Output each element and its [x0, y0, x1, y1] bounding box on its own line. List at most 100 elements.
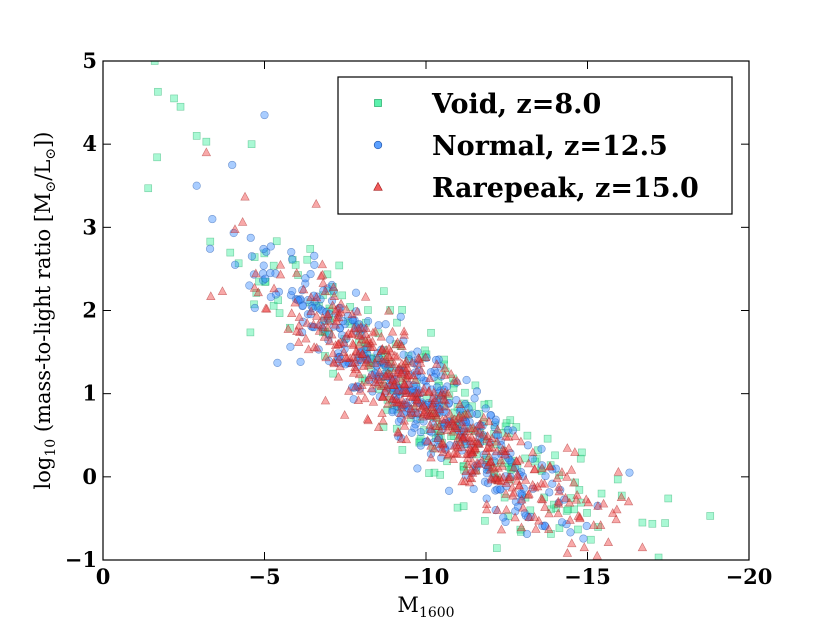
data-point — [583, 497, 594, 507]
data-point — [419, 383, 429, 393]
data-point — [438, 438, 448, 447]
data-point — [466, 464, 476, 474]
data-point — [351, 288, 361, 297]
y-tick-label: 0 — [82, 464, 97, 489]
data-point — [376, 331, 387, 341]
data-point — [427, 328, 435, 337]
data-point — [496, 524, 507, 534]
data-point — [362, 413, 373, 423]
data-point — [153, 153, 161, 162]
data-point — [327, 296, 337, 305]
data-point — [356, 322, 366, 331]
data-point — [554, 486, 564, 496]
data-point — [192, 181, 201, 190]
data-point — [504, 512, 513, 520]
data-point — [399, 326, 409, 336]
data-point — [287, 247, 296, 257]
data-point — [230, 260, 240, 269]
data-point — [288, 287, 297, 296]
x-tick-label: −15 — [564, 564, 611, 589]
data-point — [308, 303, 317, 313]
data-point — [467, 409, 476, 418]
data-point — [394, 417, 403, 426]
y-tick-label: 2 — [82, 298, 97, 323]
x-tick-label: −5 — [248, 564, 280, 589]
data-point — [208, 214, 217, 224]
data-point — [363, 334, 374, 343]
data-point — [425, 469, 433, 477]
data-point — [461, 388, 469, 397]
data-point — [564, 497, 575, 507]
data-point — [410, 375, 420, 384]
data-point — [407, 357, 417, 367]
data-point — [424, 385, 434, 395]
data-point — [541, 471, 550, 481]
data-point — [311, 292, 322, 302]
data-point — [302, 318, 312, 327]
data-point — [438, 394, 449, 404]
data-point — [327, 300, 338, 310]
data-point — [192, 132, 201, 140]
data-point — [509, 462, 519, 472]
data-point — [206, 237, 215, 246]
data-point — [587, 535, 595, 544]
data-point — [404, 409, 414, 419]
data-point — [654, 553, 663, 560]
data-point — [240, 191, 250, 201]
data-point — [551, 451, 559, 460]
data-point — [537, 444, 546, 454]
data-point — [484, 399, 493, 408]
data-point — [661, 519, 669, 527]
data-point — [370, 326, 380, 336]
data-point — [407, 428, 416, 437]
data-point — [309, 291, 318, 300]
data-point — [537, 463, 547, 472]
data-point — [578, 448, 586, 457]
data-point — [499, 513, 508, 522]
data-point — [455, 399, 465, 408]
data-point — [437, 387, 447, 397]
legend-entry: Void, z=8.0 — [374, 89, 601, 120]
data-point — [516, 525, 525, 534]
data-point — [246, 233, 255, 242]
data-point — [323, 322, 333, 332]
data-point — [474, 419, 485, 429]
data-point — [589, 520, 599, 529]
data-point — [413, 352, 424, 362]
data-point — [608, 508, 618, 517]
data-point — [433, 433, 443, 442]
data-point — [512, 423, 521, 431]
data-point — [384, 305, 394, 315]
data-point — [329, 291, 339, 301]
data-point — [361, 357, 371, 367]
data-point — [385, 380, 396, 389]
data-point — [372, 379, 382, 389]
data-point — [430, 468, 439, 477]
data-point — [338, 291, 347, 300]
data-point — [532, 481, 543, 491]
data-point — [399, 329, 409, 339]
data-point — [465, 472, 475, 482]
y-tick-label: 4 — [82, 131, 97, 156]
data-point — [417, 373, 426, 382]
data-point — [611, 514, 621, 524]
data-point — [638, 518, 647, 527]
data-point — [333, 371, 344, 381]
data-point — [575, 486, 584, 494]
data-point — [453, 503, 462, 512]
data-point — [347, 309, 357, 319]
legend-label: Rarepeak, z=15.0 — [432, 173, 699, 204]
data-point — [539, 478, 550, 488]
data-point — [328, 282, 339, 292]
data-point — [373, 422, 384, 431]
data-point — [355, 385, 366, 395]
data-point — [531, 523, 541, 533]
data-point — [706, 512, 715, 520]
data-point — [286, 342, 295, 351]
data-point — [442, 425, 453, 434]
data-point — [306, 310, 315, 319]
data-point — [361, 329, 371, 339]
data-point — [306, 245, 315, 253]
data-point — [217, 286, 228, 295]
